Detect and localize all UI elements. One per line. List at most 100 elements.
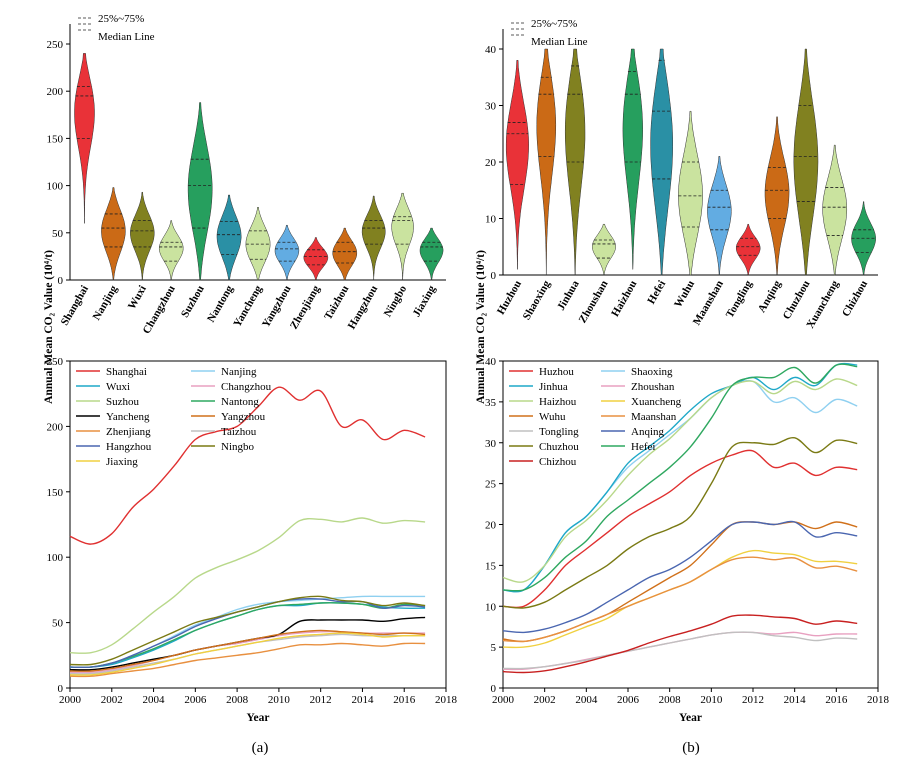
series-line-maanshan bbox=[502, 556, 858, 643]
series-line-yangzhou bbox=[69, 629, 426, 672]
violin-hefei bbox=[650, 48, 673, 276]
category-label: Hangzhou bbox=[346, 284, 381, 332]
x-tick-label: 2004 bbox=[143, 694, 166, 706]
ylabel-b: Annual Mean CO₂ Value (10⁴/t) bbox=[475, 250, 487, 404]
y-tick-label: 100 bbox=[47, 181, 64, 193]
y-tick-label: 0 bbox=[491, 270, 497, 282]
series-line-tongling bbox=[502, 631, 858, 670]
legend-label: Chizhou bbox=[539, 456, 577, 468]
series-line-chuzhou bbox=[502, 436, 858, 609]
violin-wuxi bbox=[130, 191, 155, 281]
x-tick-label: 2018 bbox=[867, 694, 890, 706]
x-tick-label: 2002 bbox=[101, 694, 123, 706]
x-tick-label: 2004 bbox=[575, 694, 598, 706]
y-tick-label: 10 bbox=[485, 214, 497, 226]
series-line-anqing bbox=[502, 520, 858, 634]
category-label: Nanjing bbox=[91, 283, 121, 322]
violin-yancheng bbox=[245, 207, 271, 281]
category-label: Shaoxing bbox=[521, 278, 553, 322]
legend-label: Yancheng bbox=[106, 411, 150, 423]
category-label: Haizhou bbox=[609, 279, 639, 319]
series-line-nantong bbox=[69, 602, 426, 669]
legend-label: Hangzhou bbox=[106, 441, 152, 453]
legend-label: Suzhou bbox=[106, 396, 140, 408]
legend-label: Zhenjiang bbox=[106, 426, 151, 438]
category-label: Wuxi bbox=[126, 284, 149, 312]
violin-chart-b: 0 10 20 30 40 25%~75% Median Line HuzhouShaoxin… bbox=[485, 18, 878, 331]
y-tick-label: 200 bbox=[47, 86, 64, 98]
legend-label: Huzhou bbox=[539, 366, 574, 378]
y-tick-label: 250 bbox=[47, 39, 64, 51]
violin-shaoxing bbox=[536, 48, 557, 276]
legend-label: Zhoushan bbox=[631, 381, 675, 393]
legend-label: Maanshan bbox=[631, 411, 677, 423]
legend-label: Jinhua bbox=[539, 381, 568, 393]
series-line-zhoushan bbox=[502, 631, 858, 671]
violin-suzhou bbox=[187, 102, 213, 281]
ylabel-a: Annual Mean CO₂ Value (10⁴/t) bbox=[43, 250, 55, 404]
violin-nanjing bbox=[101, 187, 126, 281]
violin-taizhou bbox=[332, 227, 358, 281]
x-axis-label: Year bbox=[247, 712, 270, 724]
category-label: Hefei bbox=[645, 279, 668, 307]
x-tick-label: 2008 bbox=[659, 694, 682, 706]
violin-maanshan bbox=[707, 156, 732, 276]
y-tick-label: 25 bbox=[485, 479, 497, 491]
category-label: Chizhou bbox=[840, 279, 870, 319]
violin-wuhu bbox=[678, 110, 703, 276]
category-label: Taizhou bbox=[322, 284, 351, 322]
category-label: Huzhou bbox=[495, 279, 524, 317]
y-tick-label: 15 bbox=[485, 560, 497, 572]
y-tick-label: 5 bbox=[491, 642, 497, 654]
category-label: Zhenjiang bbox=[288, 283, 323, 331]
violin-nantong bbox=[216, 194, 242, 281]
series-line-chizhou bbox=[502, 614, 858, 674]
x-tick-label: 2008 bbox=[226, 694, 249, 706]
x-tick-label: 2000 bbox=[59, 694, 82, 706]
violin-jiaxing bbox=[419, 227, 444, 281]
legend-label: Xuancheng bbox=[631, 396, 682, 408]
legend-label: Changzhou bbox=[221, 381, 272, 393]
violin-hangzhou bbox=[361, 195, 386, 281]
violin-chart-a: 0 50 100 150 200 250 25%~75% Median Line Shangha… bbox=[47, 13, 446, 336]
category-label: Chuzhou bbox=[781, 279, 813, 322]
legend-label: Wuxi bbox=[106, 381, 130, 393]
series-line-jinhua bbox=[502, 362, 858, 593]
category-label: Suzhou bbox=[179, 284, 207, 320]
series-line-hefei bbox=[502, 363, 858, 592]
violin-xuancheng bbox=[822, 144, 848, 276]
series-line-shanghai bbox=[69, 386, 426, 545]
legend-label: Median Line bbox=[98, 31, 155, 43]
legend-label: Nanjing bbox=[221, 366, 257, 378]
x-tick-label: 2006 bbox=[184, 694, 207, 706]
violin-zhenjiang bbox=[303, 237, 329, 281]
y-tick-label: 250 bbox=[47, 356, 64, 368]
category-label: Anqing bbox=[756, 278, 784, 315]
legend-label: 25%~75% bbox=[98, 13, 144, 25]
series-line-ningbo bbox=[69, 595, 426, 666]
series-line-huzhou bbox=[502, 449, 858, 609]
plot-frame bbox=[69, 360, 447, 689]
line-chart-a: 2000 2002 2004 2006 2008 2010 2012 2014 2016 2018… bbox=[47, 356, 458, 724]
violin-chuzhou bbox=[793, 48, 819, 276]
category-label: Wuhu bbox=[672, 279, 697, 310]
y-tick-label: 0 bbox=[58, 683, 64, 695]
series-line-suzhou bbox=[69, 517, 426, 654]
caption-a: (a) bbox=[252, 740, 269, 756]
x-tick-label: 2000 bbox=[492, 694, 515, 706]
legend-label: Haizhou bbox=[539, 396, 577, 408]
series-line-haizhou bbox=[502, 378, 858, 583]
category-label: Ningbo bbox=[382, 283, 410, 319]
legend-label: 25%~75% bbox=[531, 18, 577, 30]
legend-label: Tongling bbox=[539, 426, 579, 438]
y-tick-label: 200 bbox=[47, 421, 64, 433]
x-tick-label: 2018 bbox=[435, 694, 458, 706]
violin-huzhou bbox=[505, 60, 529, 270]
violin-ningbo bbox=[391, 192, 414, 281]
legend-label: Jiaxing bbox=[106, 456, 138, 468]
y-tick-label: 150 bbox=[47, 487, 64, 499]
x-axis-label: Year bbox=[679, 712, 702, 724]
y-tick-label: 150 bbox=[47, 133, 64, 145]
legend-label: Median Line bbox=[531, 36, 588, 48]
